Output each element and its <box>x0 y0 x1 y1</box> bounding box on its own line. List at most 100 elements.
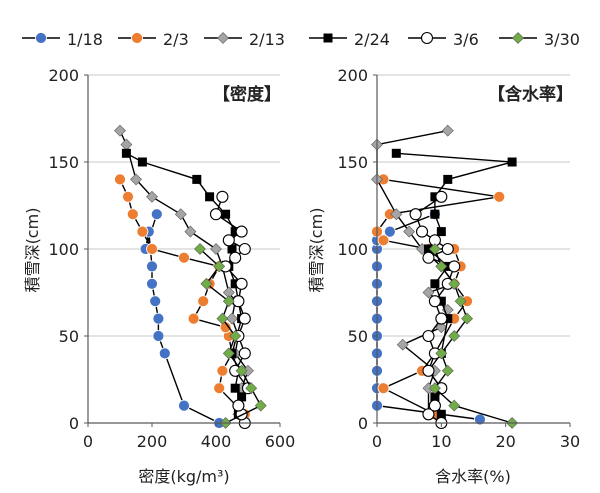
water-content-point-3-6-10 <box>448 260 461 273</box>
water-content-point-3-30-1 <box>448 399 461 412</box>
water-content-point-3-6-11 <box>422 251 435 264</box>
density-point-1-18-6 <box>146 277 158 290</box>
water-content-point-3-6-4 <box>422 364 435 377</box>
density-point-2-24-12 <box>221 209 231 219</box>
water-content-point-3-6-1 <box>422 408 435 421</box>
density-series <box>114 124 267 430</box>
legend: 1/18 2/3 2/13 2/24 3/6 3/30 <box>22 30 580 49</box>
density-point-2-13-12 <box>146 190 158 203</box>
density-point-3-6-2 <box>232 399 245 412</box>
legend-symbol-2-13 <box>217 32 229 44</box>
legend-entry-2-3: 2/3 <box>118 30 189 49</box>
water-content-point-2-24-7 <box>436 296 446 306</box>
density-axes: 0 50 100 150 200 0 200 400 600 <box>48 66 295 451</box>
water-content-x-tick-label-10: 10 <box>431 432 451 451</box>
density-line-2-13 <box>119 130 249 415</box>
density-point-2-3-1 <box>213 382 226 395</box>
water-content-point-3-30-5 <box>448 330 461 342</box>
legend-symbol-3-30 <box>512 32 524 44</box>
legend-label-1-18: 1/18 <box>67 30 103 49</box>
water-content-point-2-24-16 <box>391 148 401 158</box>
density-line-2-3 <box>119 179 246 415</box>
density-x-tick-label-0: 0 <box>83 432 93 451</box>
water-content-point-3-30-2 <box>428 382 441 395</box>
water-content-point-2-3-10 <box>377 234 390 247</box>
density-point-3-6-14 <box>235 225 248 238</box>
water-content-y-axis-title: 積雪深(cm) <box>307 208 326 293</box>
water-content-point-3-6-15 <box>409 208 422 221</box>
water-content-point-2-24-8 <box>430 279 440 289</box>
water-content-point-2-24-11 <box>436 227 446 237</box>
legend-label-3-30: 3/30 <box>544 30 580 49</box>
density-point-1-18-7 <box>146 260 158 273</box>
density-point-2-24-14 <box>192 174 202 184</box>
density-point-1-18-3 <box>152 330 165 342</box>
water-content-grid <box>377 74 570 337</box>
water-content-point-1-18-12 <box>383 225 396 238</box>
density-y-tick-label-150: 150 <box>48 153 79 172</box>
water-content-point-2-24-9 <box>443 261 453 271</box>
density-point-3-6-13 <box>222 234 235 247</box>
density-point-3-30-5 <box>229 330 242 342</box>
density-point-3-6-9 <box>235 277 248 290</box>
density-point-2-3-15 <box>114 173 126 186</box>
water-content-point-3-6-14 <box>415 225 429 238</box>
water-content-point-2-24-2 <box>430 392 440 402</box>
density-series-1-18 <box>139 208 226 429</box>
water-content-x-axis-title: 含水率(%) <box>435 467 511 486</box>
density-panel: 0 50 100 150 200 0 200 400 600 【密度】 密度(kg/m³) 積雪… <box>23 66 295 486</box>
density-point-2-24-8 <box>230 279 240 289</box>
water-content-point-2-24-6 <box>443 314 453 324</box>
density-point-2-24-3 <box>230 383 240 393</box>
water-content-point-2-24-15 <box>507 157 517 167</box>
density-point-2-13-13 <box>130 173 142 186</box>
density-point-3-6-5 <box>238 347 251 360</box>
legend-entry-1-18: 1/18 <box>22 30 103 49</box>
water-content-point-3-6-2 <box>428 399 441 412</box>
legend-marker-3-6 <box>408 31 446 45</box>
water-content-series-3-30 <box>428 243 519 429</box>
density-point-3-30-9 <box>213 260 226 273</box>
water-content-point-2-24-10 <box>423 244 433 254</box>
density-point-3-30-7 <box>222 295 235 308</box>
water-content-point-2-24-14 <box>443 174 453 184</box>
density-panel-label: 【密度】 <box>213 84 281 105</box>
water-content-point-3-6-16 <box>435 190 448 203</box>
density-y-tick-label-0: 0 <box>69 414 79 433</box>
density-point-1-18-5 <box>149 295 162 308</box>
water-content-x-tick-label-0: 0 <box>372 432 382 451</box>
water-content-point-2-3-13 <box>493 190 506 203</box>
water-content-panel-label: 【含水率】 <box>488 84 573 105</box>
legend-symbol-2-24 <box>323 33 333 43</box>
water-content-x-tick-label-20: 20 <box>495 432 515 451</box>
water-content-point-2-13-14 <box>441 124 454 137</box>
water-content-series <box>371 124 519 430</box>
density-point-2-13-15 <box>114 124 126 137</box>
water-content-point-2-13-4 <box>435 321 448 334</box>
legend-symbol-2-3 <box>131 32 143 44</box>
density-point-2-3-2 <box>216 364 229 377</box>
density-point-2-13-11 <box>174 208 187 221</box>
water-content-point-3-30-3 <box>441 364 454 377</box>
legend-marker-2-3 <box>118 32 156 44</box>
legend-label-3-6: 3/6 <box>453 30 479 49</box>
water-content-point-2-3-1 <box>377 382 390 395</box>
density-x-tick-label-200: 200 <box>137 432 168 451</box>
legend-label-2-13: 2/13 <box>249 30 285 49</box>
legend-entry-3-6: 3/6 <box>408 30 479 49</box>
density-y-axis-title: 積雪深(cm) <box>23 208 42 293</box>
density-point-2-3-13 <box>126 208 139 221</box>
water-content-point-3-6-6 <box>422 329 435 343</box>
density-point-2-13-14 <box>120 138 133 151</box>
water-content-point-2-24-12 <box>430 209 440 219</box>
density-point-2-3-10 <box>178 251 190 264</box>
water-content-point-2-24-1 <box>436 409 446 419</box>
density-point-2-24-10 <box>227 244 237 254</box>
density-x-axis-title: 密度(kg/m³) <box>138 467 229 486</box>
water-content-series-3-6 <box>409 190 461 430</box>
density-grid <box>88 74 280 337</box>
density-point-3-6-12 <box>238 242 251 256</box>
legend-entry-2-13: 2/13 <box>204 30 285 49</box>
water-content-point-3-30-7 <box>454 295 467 308</box>
